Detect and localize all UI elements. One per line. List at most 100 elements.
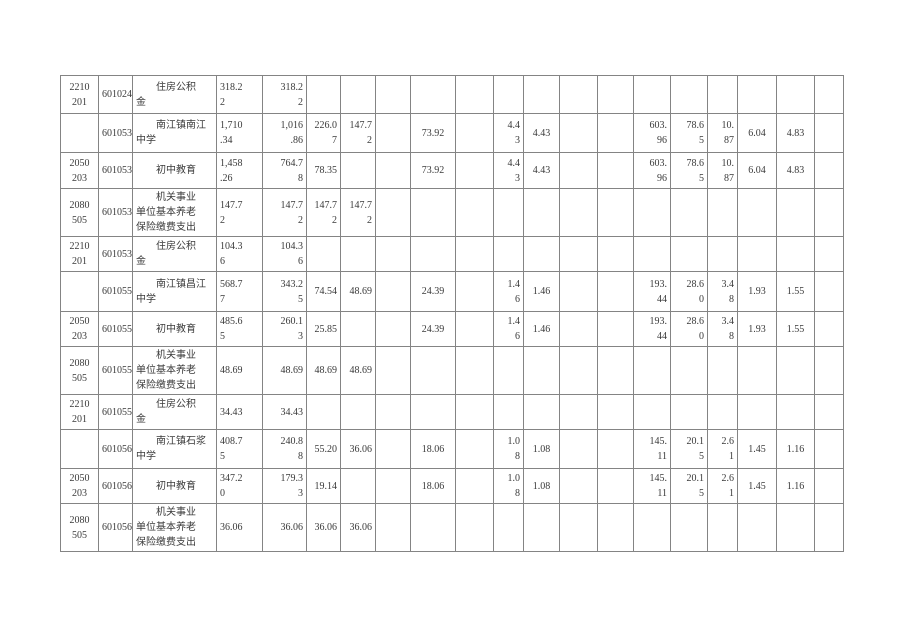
table-cell: 机关事业 单位基本养老 保险缴费支出 <box>132 188 217 237</box>
table-cell: 179.3 3 <box>262 468 307 504</box>
table-cell <box>455 394 494 430</box>
table-cell: 4.83 <box>776 152 815 189</box>
table-cell <box>707 346 738 395</box>
table-cell: 601053 <box>98 152 133 189</box>
table-cell: 78.6 5 <box>670 113 708 153</box>
table-cell: 2080 505 <box>60 503 99 552</box>
table-cell: 408.7 5 <box>216 429 263 469</box>
table-cell <box>523 394 560 430</box>
table-cell: 48.69 <box>306 346 341 395</box>
table-cell: 48.69 <box>340 346 376 395</box>
table-cell <box>375 271 411 312</box>
table-cell <box>493 346 524 395</box>
table-cell <box>523 236 560 272</box>
table-cell: 55.20 <box>306 429 341 469</box>
table-cell: 240.8 8 <box>262 429 307 469</box>
table-cell: 28.6 0 <box>670 311 708 347</box>
table-cell <box>597 468 634 504</box>
table-cell: 36.06 <box>306 503 341 552</box>
table-cell <box>707 394 738 430</box>
table-cell <box>455 429 494 469</box>
table-cell: 3.4 8 <box>707 271 738 312</box>
table-cell <box>597 75 634 114</box>
table-cell <box>455 271 494 312</box>
table-cell: 48.69 <box>262 346 307 395</box>
table-cell: 2050 203 <box>60 468 99 504</box>
table-cell <box>340 311 376 347</box>
table-cell <box>670 503 708 552</box>
table-cell <box>410 188 456 237</box>
table-cell: 20.1 5 <box>670 429 708 469</box>
table-cell <box>340 236 376 272</box>
table-cell: 601053 <box>98 188 133 237</box>
table-cell: 3.4 8 <box>707 311 738 347</box>
table-cell <box>776 503 815 552</box>
table-cell: 住房公积 金 <box>132 236 217 272</box>
table-cell: 568.7 7 <box>216 271 263 312</box>
table-cell: 601055 <box>98 311 133 347</box>
table-cell: 初中教育 <box>132 468 217 504</box>
table-cell <box>597 311 634 347</box>
table-cell: 1.55 <box>776 271 815 312</box>
table-cell: 601056 <box>98 503 133 552</box>
table-cell: 145. 11 <box>633 429 671 469</box>
table-cell: 1,458 .26 <box>216 152 263 189</box>
table-cell <box>814 271 844 312</box>
table-cell <box>493 75 524 114</box>
table-cell <box>410 346 456 395</box>
table-cell <box>375 152 411 189</box>
table-cell: 601056 <box>98 468 133 504</box>
table-cell: 601055 <box>98 394 133 430</box>
table-cell <box>375 311 411 347</box>
table-cell: 226.0 7 <box>306 113 341 153</box>
table-cell <box>597 188 634 237</box>
table-cell <box>375 468 411 504</box>
table-cell: 1.16 <box>776 429 815 469</box>
table-cell <box>340 75 376 114</box>
table-cell <box>375 503 411 552</box>
table-cell <box>306 236 341 272</box>
table-cell: 1.08 <box>523 429 560 469</box>
table-cell <box>814 152 844 189</box>
table-cell: 机关事业 单位基本养老 保险缴费支出 <box>132 346 217 395</box>
table-cell <box>455 503 494 552</box>
table-cell <box>707 75 738 114</box>
table-cell <box>410 75 456 114</box>
table-cell: 1,016 .86 <box>262 113 307 153</box>
table-cell <box>60 113 99 153</box>
table-cell: 147.7 2 <box>306 188 341 237</box>
table-cell: 2050 203 <box>60 311 99 347</box>
table-row: 2050 203 601053 初中教育 1,458 .26 764.7 8 78.35… <box>60 152 844 189</box>
table-cell <box>633 236 671 272</box>
table-cell <box>633 346 671 395</box>
table-cell: 1.93 <box>737 311 777 347</box>
table-cell <box>597 271 634 312</box>
table-cell: 住房公积 金 <box>132 75 217 114</box>
table-cell: 36.06 <box>340 503 376 552</box>
table-row: 2080 505 601055 机关事业 单位基本养老 保险缴费支出 48.69 48… <box>60 346 844 395</box>
table-cell <box>814 346 844 395</box>
table-cell: 初中教育 <box>132 152 217 189</box>
budget-table: 2210 201 601024 住房公积 金 318.2 2 318.2 2 60105… <box>60 75 844 552</box>
table-row: 2080 505 601053 机关事业 单位基本养老 保险缴费支出 147.7 2… <box>60 188 844 237</box>
table-cell <box>776 188 815 237</box>
table-cell: 南江镇昌江 中学 <box>132 271 217 312</box>
table-cell: 1.45 <box>737 468 777 504</box>
table-cell <box>306 75 341 114</box>
table-cell <box>340 152 376 189</box>
table-cell <box>455 152 494 189</box>
table-cell: 1,710 .34 <box>216 113 263 153</box>
table-cell <box>559 75 598 114</box>
table-cell <box>814 188 844 237</box>
table-cell: 24.39 <box>410 271 456 312</box>
table-row: 2050 203 601056 初中教育 347.2 0 179.3 3 19.14 18… <box>60 468 844 504</box>
table-cell <box>340 468 376 504</box>
table-cell: 18.06 <box>410 468 456 504</box>
table-cell <box>737 188 777 237</box>
table-cell: 4.4 3 <box>493 113 524 153</box>
table-cell: 193. 44 <box>633 311 671 347</box>
table-cell: 36.06 <box>216 503 263 552</box>
table-cell: 2.6 1 <box>707 468 738 504</box>
table-cell <box>597 236 634 272</box>
table-cell <box>559 311 598 347</box>
